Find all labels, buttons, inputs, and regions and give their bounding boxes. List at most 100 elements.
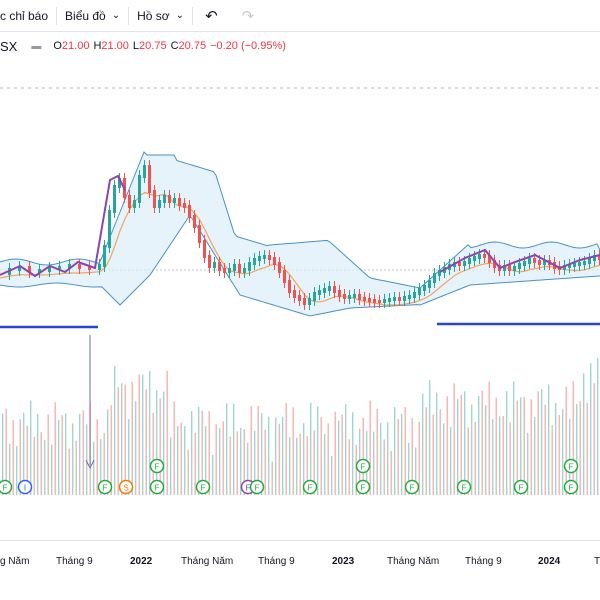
candle-body — [48, 267, 51, 272]
volume-bar — [530, 399, 532, 495]
candle-body — [333, 286, 336, 293]
candle-body — [343, 294, 346, 299]
volume-bar — [537, 391, 539, 495]
candle-body — [98, 264, 101, 270]
event-marker — [456, 479, 472, 495]
volume-bar — [310, 402, 312, 495]
event-marker — [355, 479, 371, 495]
volume-bar — [30, 400, 32, 495]
volume-bar — [145, 389, 147, 495]
time-axis-label: T — [594, 556, 600, 567]
volume-bar — [5, 408, 7, 495]
event-marker — [149, 479, 165, 495]
volume-bar — [65, 413, 67, 495]
volume-bar — [212, 455, 214, 495]
price-chart[interactable]: F I F SFF F F F FFF F F FFF — [0, 32, 600, 540]
time-axis-label: 2024 — [538, 556, 561, 567]
candle-body — [288, 280, 291, 293]
volume-bar — [565, 386, 567, 495]
volume-bar — [226, 403, 228, 495]
volume-bar — [415, 447, 417, 495]
candle-body — [358, 294, 361, 300]
candle-body — [158, 200, 161, 208]
candle-body — [318, 290, 321, 295]
volume-bar — [285, 403, 287, 495]
event-marker — [195, 479, 211, 495]
ohlc-legend: SX ▬ O 21.00 H 21.00 L 20.75 C 20.75 −0.20 (… — [0, 38, 286, 54]
volume-bar — [26, 425, 28, 495]
volume-bar — [597, 357, 599, 495]
high-value: 21.00 — [101, 40, 129, 52]
candle-body — [258, 256, 261, 261]
candle-body — [518, 263, 521, 269]
undo-icon[interactable]: ↶ — [205, 7, 218, 25]
close-key: C — [170, 40, 179, 52]
volume-bar — [551, 425, 553, 495]
volume-bar — [327, 423, 329, 495]
volume-bar — [82, 410, 84, 495]
volume-bar — [334, 411, 336, 495]
change-value: −0.20 (−0.95%) — [210, 40, 286, 52]
volume-bar — [215, 424, 217, 495]
volume-bar — [58, 419, 60, 495]
volume-bar — [303, 423, 305, 495]
candle-body — [363, 297, 366, 301]
chart-menu-button[interactable]: Biểu đồ ⌄ — [57, 0, 128, 31]
candle-body — [328, 286, 331, 291]
candle-body — [103, 245, 106, 267]
volume-bar — [380, 422, 382, 495]
candle-body — [353, 294, 356, 298]
event-marker — [149, 458, 165, 474]
volume-bar — [271, 461, 273, 495]
volume-bar — [257, 405, 259, 495]
volume-bar — [429, 380, 431, 495]
indicators-button[interactable]: c chỉ báo — [0, 0, 56, 31]
volume-bar — [320, 417, 322, 495]
volume-bar — [527, 432, 529, 495]
volume-bar — [89, 402, 91, 495]
volume-bar — [194, 432, 196, 495]
volume-bar — [488, 381, 490, 495]
time-axis-label: g Năm — [0, 556, 30, 567]
volume-bar — [520, 397, 522, 495]
profile-menu-button[interactable]: Hồ sơ ⌄ — [129, 0, 192, 31]
open-value: 21.00 — [61, 40, 90, 52]
redo-icon[interactable]: ↷ — [241, 7, 255, 25]
volume-bar — [411, 418, 413, 495]
volume-bar — [467, 427, 469, 495]
candle-body — [413, 292, 416, 298]
candle-body — [458, 262, 461, 266]
volume-bar — [282, 417, 284, 495]
candle-body — [308, 298, 311, 305]
candle-body — [303, 298, 306, 305]
candle-body — [373, 299, 376, 303]
volume-bar — [275, 417, 277, 495]
volume-bar — [383, 439, 385, 495]
candle-body — [68, 264, 71, 269]
candle-body — [298, 295, 301, 301]
candle-body — [388, 298, 391, 302]
volume-bar — [100, 439, 102, 495]
volume-bar — [408, 442, 410, 495]
chart-menu-label: Biểu đồ — [65, 8, 106, 23]
volume-bar — [579, 401, 581, 495]
event-marker-label: F — [246, 484, 251, 493]
drag-handle-icon[interactable]: ▬ — [31, 40, 42, 52]
volume-bar — [478, 395, 480, 495]
volume-bar — [345, 404, 347, 495]
event-marker-label: I — [24, 484, 26, 493]
event-marker — [249, 479, 265, 495]
volume-bar — [163, 391, 165, 495]
volume-bar — [110, 405, 112, 495]
volume-bar — [33, 436, 35, 495]
volume-bar — [481, 390, 483, 495]
volume-bar — [103, 433, 105, 495]
volume-bar — [47, 414, 49, 495]
volume-bar — [404, 407, 406, 495]
candle-body — [438, 270, 441, 276]
arrow-head-icon — [85, 459, 95, 470]
volume-bar — [499, 416, 501, 495]
volume-bar — [236, 431, 238, 495]
volume-bar — [159, 398, 161, 495]
volume-bar — [208, 410, 210, 495]
